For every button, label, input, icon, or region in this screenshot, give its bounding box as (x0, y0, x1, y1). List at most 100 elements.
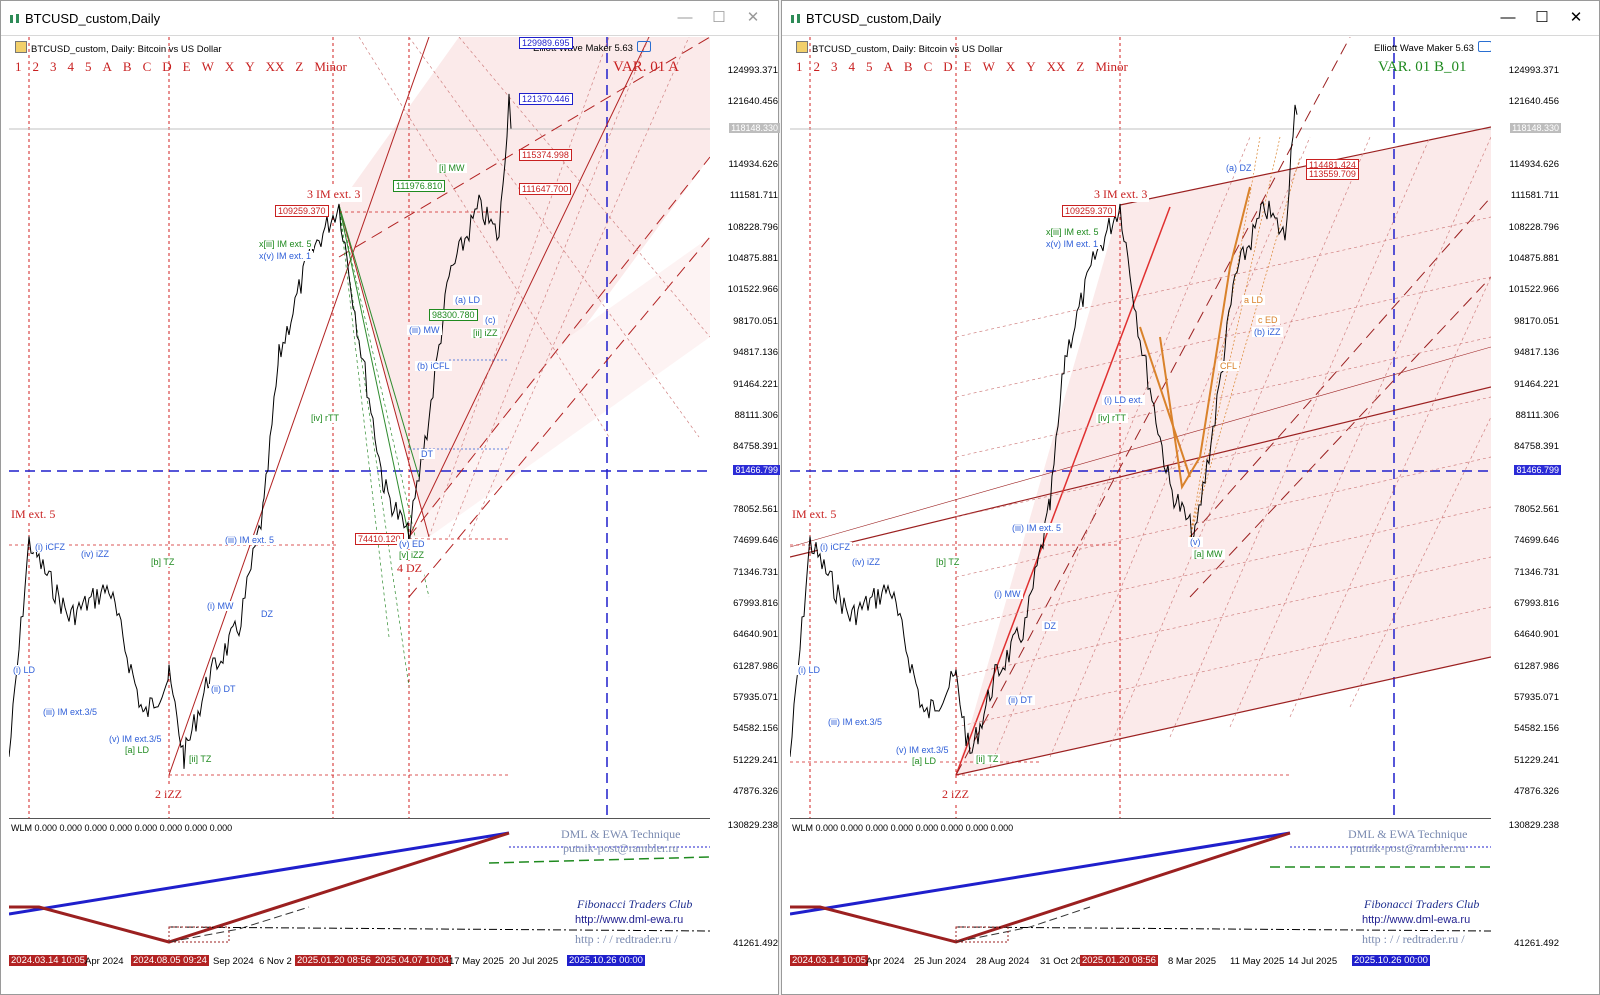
price-scale-label: 111581.711 (1510, 190, 1559, 202)
time-marker: 2024.03.14 10:05 (9, 955, 87, 966)
window-title: BTCUSD_custom,Daily (806, 11, 942, 26)
price-scale-label: 61287.986 (733, 660, 778, 672)
chart-window-icon (791, 14, 800, 23)
wave-annotation: 3 IM ext. 3 (305, 187, 363, 202)
right-time-scale[interactable]: 2024.03.14 10:05 Apr 2024 25 Jun 2024 28… (790, 953, 1491, 971)
price-series (790, 104, 1298, 757)
vertical-markers (28, 37, 410, 819)
minimize-icon[interactable]: — (1500, 9, 1516, 26)
left-price-svg[interactable] (9, 37, 710, 819)
price-scale-label: 64640.901 (1514, 629, 1559, 641)
right-price-chart[interactable]: BTCUSD_custom, Daily: Bitcoin vs US Doll… (790, 37, 1491, 819)
chart-header: BTCUSD_custom, Daily: Bitcoin vs US Doll… (15, 41, 222, 55)
wave-annotation: (iv) iZZ (79, 549, 111, 559)
right-titlebar[interactable]: BTCUSD_custom,Daily — ☐ ✕ (782, 1, 1599, 36)
right-indicator-panel[interactable]: WLM 0.000 0.000 0.000 0.000 0.000 0.000 … (790, 818, 1491, 952)
wave-annotation: (iii) IM ext. 5 (1010, 523, 1064, 533)
right-chart-window[interactable]: BTCUSD_custom,Daily — ☐ ✕ (781, 0, 1600, 995)
price-scale-label: 47876.326 (733, 786, 778, 798)
price-scale-label: 91464.221 (1514, 378, 1559, 390)
wave-annotation: DZ (259, 609, 275, 619)
time-label: 17 May 2025 (449, 956, 504, 967)
wave-annotation: (i) LD (796, 665, 822, 675)
price-scale-label: 104875.881 (727, 253, 778, 265)
left-chart-window[interactable]: BTCUSD_custom,Daily — ☐ ✕ (0, 0, 782, 995)
channel-fill (956, 127, 1491, 775)
price-scale-label: 124993.371 (1508, 65, 1559, 76)
wave-annotation: x[iii] IM ext. 5 (1044, 227, 1101, 237)
wave-label-row[interactable]: 1 2 3 4 5 A B C D E W X Y XX Z Minor (796, 59, 1128, 74)
time-label: 25 Jun 2024 (914, 956, 967, 967)
right-price-svg (790, 37, 1491, 819)
left-price-scale[interactable]: 124993.371 121640.456 118148.330 114934.626… (710, 37, 782, 957)
time-marker: 2025.01.20 08:56 (295, 955, 373, 966)
price-scale-label: 98170.051 (733, 315, 778, 327)
credit-site1[interactable]: http://www.dml-ewa.ru (1362, 914, 1471, 926)
right-price-scale[interactable]: 124993.371 121640.456 118148.330 114934.626… (1491, 37, 1563, 957)
price-scale-label: 81466.799 (1514, 465, 1561, 475)
left-indicator-panel[interactable]: WLM 0.000 0.000 0.000 0.000 0.000 0.000 … (9, 818, 710, 952)
left-indicator-svg (9, 831, 710, 944)
price-scale-label: 104875.881 (1508, 253, 1559, 265)
wave-annotation: a LD (1242, 295, 1266, 305)
price-scale-label: 114934.626 (728, 159, 779, 171)
wave-label-row[interactable]: 1 2 3 4 5 A B C D E W X Y XX Z Minor (15, 59, 347, 74)
price-scale-label: 61287.986 (1514, 660, 1559, 672)
time-label: 11 May 2025 (1230, 956, 1285, 967)
price-scale-label: 51229.241 (1514, 754, 1559, 766)
time-marker: 2025.10.26 00:00 (1352, 955, 1430, 966)
price-scale-label: 67993.816 (733, 597, 778, 609)
wave-annotation: c ED (1256, 315, 1280, 325)
wave-annotation: [ii] TZ (974, 754, 1001, 764)
wave-annotation: (v) IM ext.3/5 (107, 734, 164, 744)
left-indicator-scale: 130829.238 41261.492 (727, 820, 778, 949)
wave-annotation: 4 DZ (395, 561, 424, 576)
price-scale-label: 118148.330 (729, 123, 780, 133)
wave-annotation: DT (419, 449, 435, 459)
price-scale-label: 84758.391 (1514, 441, 1559, 453)
minimize-icon[interactable]: — (677, 9, 693, 26)
time-label: 20 Jul 2025 (509, 956, 559, 967)
wave-annotation: (v) (1188, 537, 1203, 547)
wave-annotation: (i) LD (11, 665, 37, 675)
time-marker: 2025.10.26 00:00 (567, 955, 645, 966)
price-series (9, 93, 512, 769)
price-scale-label: 88111.306 (734, 409, 779, 421)
price-box: 115374.998 (519, 149, 572, 161)
credit-site2[interactable]: http : / / redtrader.ru / (1362, 932, 1465, 946)
wave-annotation: (i) iCFZ (818, 542, 852, 552)
price-scale-label: 67993.816 (1514, 597, 1559, 609)
price-scale-label: 88111.306 (1515, 409, 1560, 421)
wave-annotation: (ii) DT (209, 684, 238, 694)
chart-window-icon (10, 14, 19, 23)
right-indicator-scale: 130829.238 41261.492 (1508, 820, 1559, 949)
left-time-scale[interactable]: 2024.03.14 10:05 Apr 2024 2024.08.05 09:… (9, 953, 710, 971)
time-marker: 2025.01.20 08:56 (1080, 955, 1158, 966)
left-price-chart[interactable]: BTCUSD_custom, Daily: Bitcoin vs US Doll… (9, 37, 710, 819)
price-scale-label: 108228.796 (1508, 221, 1559, 233)
price-scale-label: 57935.071 (733, 692, 778, 703)
price-box: 113559.709 (1306, 168, 1359, 180)
credit-site1[interactable]: http://www.dml-ewa.ru (575, 914, 684, 926)
price-scale-label: 91464.221 (733, 378, 778, 390)
price-scale-label: 121640.456 (1508, 96, 1559, 108)
credit-site2[interactable]: http : / / redtrader.ru / (575, 932, 678, 946)
close-icon[interactable]: ✕ (1569, 9, 1583, 26)
wave-annotation: DZ (1042, 621, 1058, 631)
left-titlebar[interactable]: BTCUSD_custom,Daily — ☐ ✕ (1, 1, 778, 36)
wave-annotation: (iv) iZZ (850, 557, 882, 567)
time-label: 14 Jul 2025 (1288, 956, 1338, 967)
price-scale-label: 81466.799 (733, 465, 780, 475)
maximize-icon[interactable]: ☐ (1535, 9, 1549, 26)
wave-annotation: [i] MW (437, 163, 467, 173)
wave-annotation: (a) LD (453, 295, 483, 305)
time-label: 31 Oct 20 (1040, 956, 1082, 967)
price-scale-label: 51229.241 (733, 754, 778, 766)
price-scale-label: 94817.136 (1514, 347, 1559, 359)
price-scale-label: 47876.326 (1514, 786, 1559, 798)
maximize-icon[interactable]: ☐ (712, 9, 726, 26)
close-icon[interactable]: ✕ (746, 9, 760, 26)
impulse-line (955, 206, 1171, 776)
wave-annotation: x(v) IM ext. 1 (1044, 239, 1101, 249)
wave-annotation: (v) ED (397, 539, 427, 549)
